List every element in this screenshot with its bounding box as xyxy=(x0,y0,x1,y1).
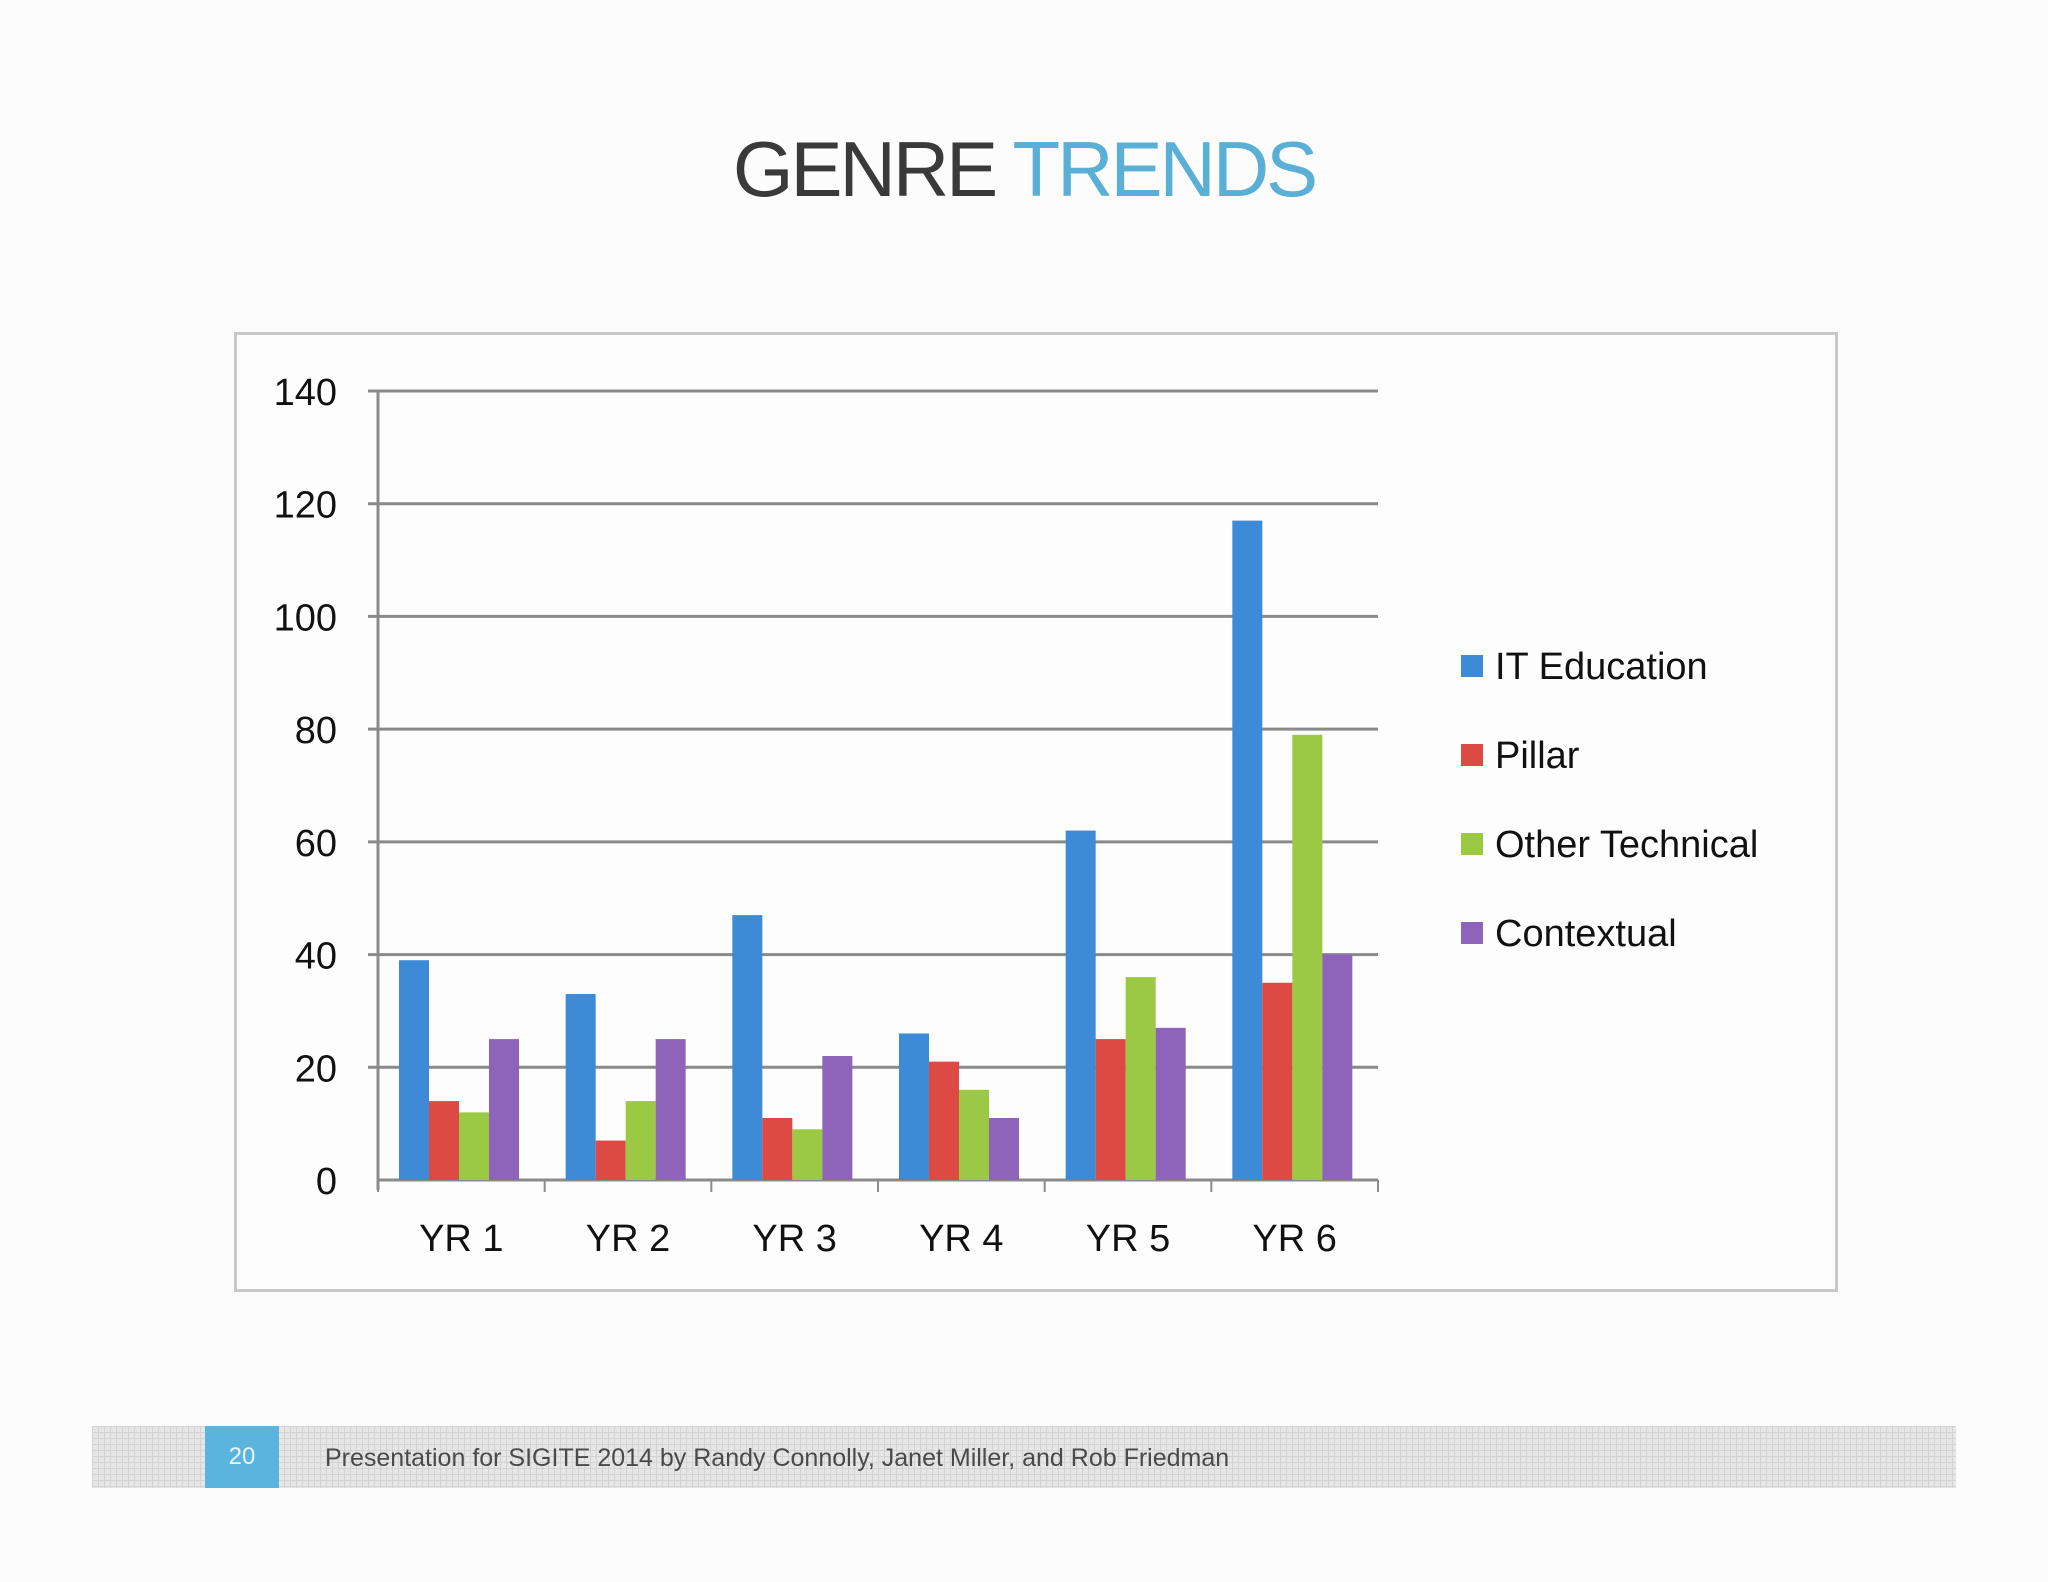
x-tick-label: YR 2 xyxy=(586,1218,670,1260)
bar-other-technical xyxy=(792,1129,823,1180)
bar-pillar xyxy=(1262,982,1293,1180)
bar-chart: 0 20 40 60 80 100 120 140 YR 1 YR 2 YR 3 YR 4 YR 5 YR… xyxy=(274,372,1759,1260)
footer-text: Presentation for SIGITE 2014 by Randy Co… xyxy=(325,1444,1230,1472)
bar-other-technical xyxy=(1125,977,1156,1180)
bar-contextual xyxy=(1155,1027,1186,1180)
x-tick-label: YR 5 xyxy=(1086,1218,1170,1260)
bar-it-education xyxy=(899,1033,929,1180)
bar-contextual xyxy=(655,1039,686,1180)
bar-pillar xyxy=(762,1118,793,1180)
bar-contextual xyxy=(1322,954,1353,1180)
footer-band xyxy=(92,1426,1956,1488)
bar-other-technical xyxy=(1292,734,1323,1180)
legend-label: Pillar xyxy=(1495,735,1580,777)
bar-pillar xyxy=(929,1061,959,1180)
bar-pillar xyxy=(1095,1039,1126,1180)
legend-label: Other Technical xyxy=(1495,824,1758,866)
bar-contextual xyxy=(489,1039,519,1180)
legend-swatch xyxy=(1461,744,1483,766)
legend-swatch xyxy=(1461,833,1483,855)
bar-contextual xyxy=(989,1118,1019,1180)
bar-pillar xyxy=(429,1101,459,1180)
slide-title-part-1: GENRE xyxy=(732,125,998,213)
bar-it-education xyxy=(1065,830,1096,1180)
bar-contextual xyxy=(822,1056,853,1180)
y-tick-label: 0 xyxy=(316,1161,337,1203)
bar-it-education xyxy=(1232,520,1263,1180)
bar-pillar xyxy=(595,1140,626,1180)
bar-it-education xyxy=(732,915,763,1180)
y-tick-label: 140 xyxy=(274,372,337,414)
bar-it-education xyxy=(565,994,596,1180)
x-tick-label: YR 1 xyxy=(419,1218,503,1260)
y-tick-label: 20 xyxy=(295,1048,337,1090)
x-tick-label: YR 4 xyxy=(919,1218,1003,1260)
legend-label: IT Education xyxy=(1495,646,1708,688)
y-tick-label: 80 xyxy=(295,710,337,752)
bar-other-technical xyxy=(625,1101,656,1180)
chart-frame: 0 20 40 60 80 100 120 140 YR 1 YR 2 YR 3 YR 4 YR 5 YR… xyxy=(234,332,1838,1292)
page-number: 20 xyxy=(205,1426,279,1488)
bar-other-technical xyxy=(959,1089,989,1180)
bar-other-technical xyxy=(459,1112,489,1180)
y-tick-label: 100 xyxy=(274,597,337,639)
legend-swatch xyxy=(1461,655,1483,677)
legend-label: Contextual xyxy=(1495,913,1677,955)
y-tick-label: 120 xyxy=(274,485,337,527)
x-tick-label: YR 6 xyxy=(1252,1218,1336,1260)
y-tick-label: 40 xyxy=(295,936,337,978)
slide-title-part-2: TRENDS xyxy=(1012,125,1318,213)
slide-title: GENRE TRENDS xyxy=(0,130,2048,208)
y-tick-label: 60 xyxy=(295,823,337,865)
bar-it-education xyxy=(399,960,429,1180)
x-tick-label: YR 3 xyxy=(752,1218,836,1260)
legend-swatch xyxy=(1461,922,1483,944)
